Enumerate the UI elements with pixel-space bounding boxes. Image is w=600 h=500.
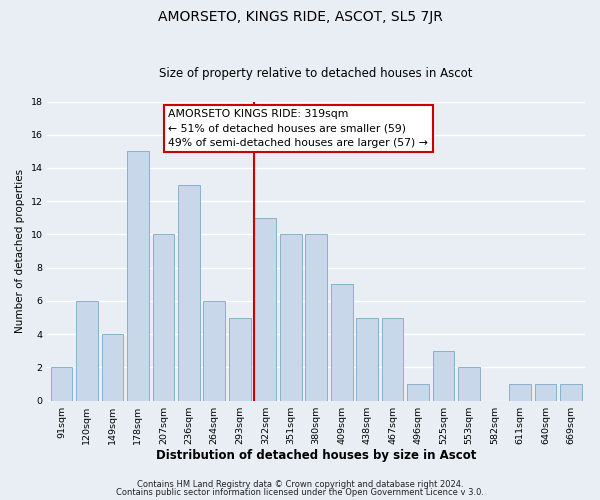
Bar (458, 368, 480, 400)
Bar (535, 384, 556, 400)
X-axis label: Distribution of detached houses by size in Ascot: Distribution of detached houses by size … (156, 450, 476, 462)
Bar (178, 184, 200, 400)
Y-axis label: Number of detached properties: Number of detached properties (15, 169, 25, 333)
Bar (280, 234, 302, 400)
Bar (407, 384, 429, 400)
Text: AMORSETO, KINGS RIDE, ASCOT, SL5 7JR: AMORSETO, KINGS RIDE, ASCOT, SL5 7JR (158, 10, 442, 24)
Bar (50, 368, 72, 400)
Bar (356, 318, 378, 400)
Bar (254, 218, 276, 400)
Bar (76, 301, 98, 400)
Bar (560, 384, 582, 400)
Title: Size of property relative to detached houses in Ascot: Size of property relative to detached ho… (160, 66, 473, 80)
Bar (229, 318, 251, 400)
Bar (433, 351, 454, 401)
Bar (127, 152, 149, 400)
Bar (382, 318, 403, 400)
Bar (305, 234, 327, 400)
Bar (331, 284, 353, 401)
Bar (152, 234, 174, 400)
Bar (101, 334, 123, 400)
Text: Contains HM Land Registry data © Crown copyright and database right 2024.: Contains HM Land Registry data © Crown c… (137, 480, 463, 489)
Bar (509, 384, 531, 400)
Text: AMORSETO KINGS RIDE: 319sqm
← 51% of detached houses are smaller (59)
49% of sem: AMORSETO KINGS RIDE: 319sqm ← 51% of det… (169, 109, 428, 148)
Text: Contains public sector information licensed under the Open Government Licence v : Contains public sector information licen… (116, 488, 484, 497)
Bar (203, 301, 225, 400)
